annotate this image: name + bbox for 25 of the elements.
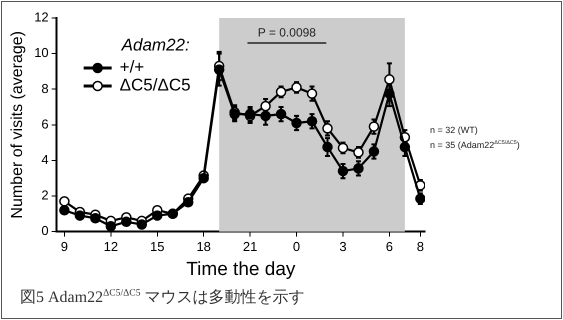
x-tick-label: 12 [104, 238, 118, 254]
y-tick-label: 0 [41, 223, 49, 238]
x-tick-label: 15 [150, 238, 164, 254]
x-tick-label: 3 [339, 238, 347, 254]
x-tick-label: 0 [292, 238, 300, 254]
x-axis-title: Time the day [186, 258, 296, 280]
legend-title: Adam22: [120, 36, 190, 55]
y-tick-label: 4 [41, 152, 49, 167]
annotation: P = 0.0098 [258, 25, 316, 40]
x-tick-label: 6 [386, 238, 394, 254]
text: n = 32 (WT) [430, 124, 479, 137]
legend-label: ΔC5/ΔC5 [120, 76, 191, 95]
legend-label: +/+ [120, 58, 144, 77]
x-tick-label: 18 [196, 238, 211, 254]
y-tick-label: 2 [41, 188, 49, 203]
x-tick-label: 21 [242, 238, 258, 254]
text: n = 35 (Adam22$^{ΔC5/ΔC5}$) [430, 139, 520, 152]
y-tick-label: 12 [34, 10, 49, 25]
caption: 図5 Adam22$^{ΔC5/ΔC5}$ マウスは多動性を示す [20, 287, 305, 308]
x-tick-label: 9 [60, 238, 68, 254]
x-tick-label: 8 [416, 238, 424, 254]
y-tick-label: 8 [41, 80, 49, 96]
y-tick-label: 10 [34, 45, 49, 60]
y-axis-title: Number of visits (average) [9, 30, 26, 219]
y-tick-label: 6 [41, 116, 49, 132]
